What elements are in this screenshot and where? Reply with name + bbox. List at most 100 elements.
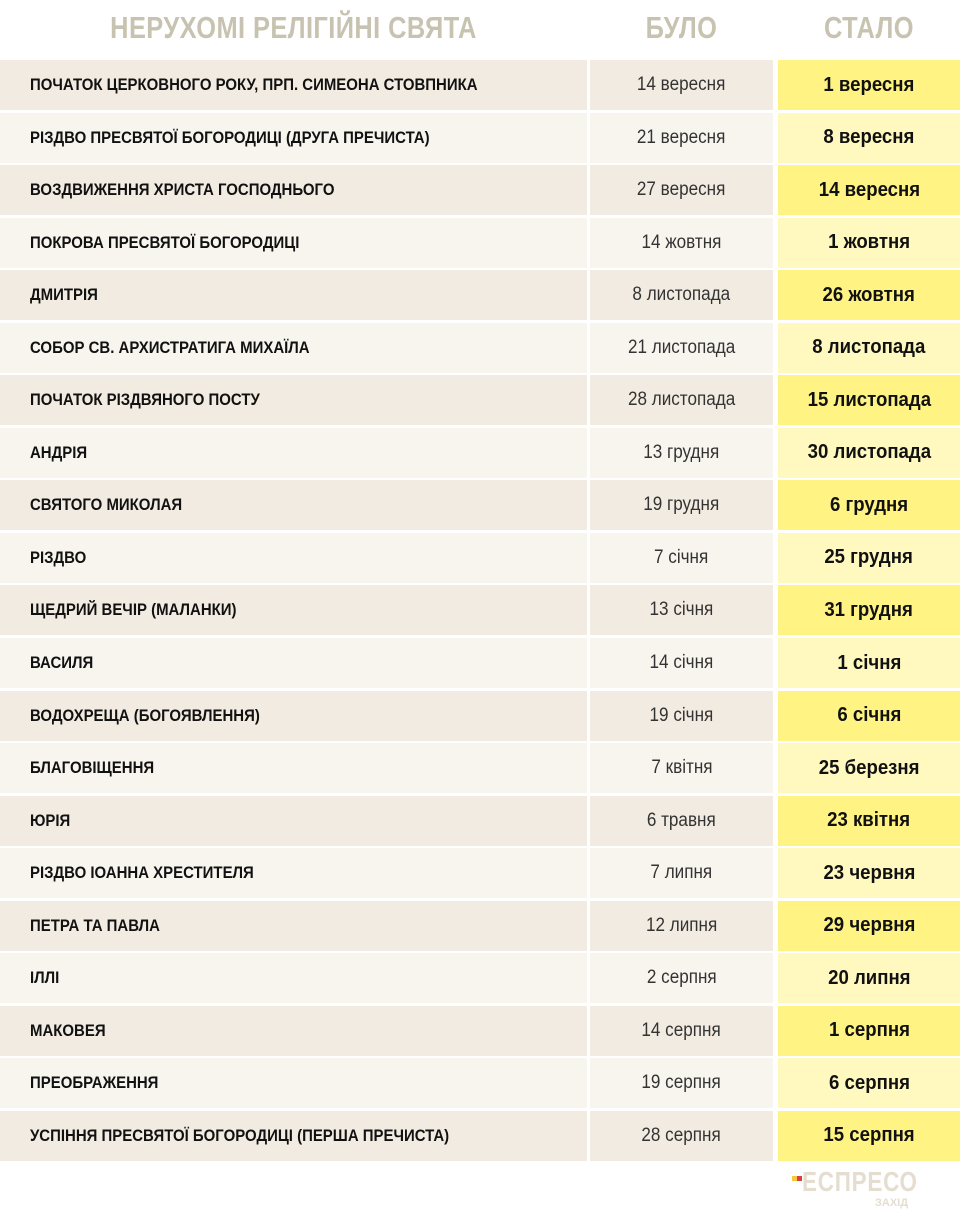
holiday-name-cell-text: АНДРІЯ [30, 442, 88, 462]
table-row: СОБОР СВ. АРХИСТРАТИГА МИХАЇЛА 21 листопа… [0, 322, 960, 373]
table-row: ЩЕДРИЙ ВЕЧІР (МАЛАНКИ) 13 січня 31 грудня [0, 585, 960, 636]
new-date-cell-text: 15 серпня [823, 1124, 915, 1147]
new-date-cell-text: 1 січня [837, 651, 901, 674]
table-row: ПОЧАТОК РІЗДВЯНОГО ПОСТУ 28 листопада 15 л… [0, 375, 960, 426]
new-date-cell: 29 червня [778, 900, 960, 951]
new-date-cell: 1 січня [778, 638, 960, 689]
old-date-cell: 14 вересня [590, 60, 773, 110]
table-row: ПОЧАТОК ЦЕРКОВНОГО РОКУ, ПРП. СИМЕОНА СТ… [0, 60, 960, 110]
old-date-cell-text: 27 вересня [637, 179, 726, 201]
holiday-name-cell: СВЯТОГО МИКОЛАЯ [0, 480, 587, 531]
table-row: МАКОВЕЯ 14 серпня 1 серпня [0, 1005, 960, 1056]
holiday-name-cell-text: ПЕТРА ТА ПАВЛА [30, 915, 160, 935]
old-date-cell-text: 21 вересня [637, 126, 726, 148]
new-date-cell-text: 26 жовтня [822, 283, 916, 306]
new-date-cell-text: 6 січня [837, 704, 901, 727]
old-date-cell-text: 7 липня [650, 862, 713, 884]
new-date-cell-text: 1 серпня [828, 1019, 910, 1042]
holiday-name-cell: ДМИТРІЯ [0, 270, 587, 321]
holiday-name-cell: УСПІННЯ ПРЕСВЯТОЇ БОГОРОДИЦІ (ПЕРША ПРЕЧ… [0, 1110, 587, 1161]
holiday-name-cell-text: ІЛЛІ [30, 968, 60, 988]
holiday-name-cell: РІЗДВО [0, 532, 587, 583]
old-date-cell-text: 13 січня [649, 599, 714, 621]
old-date-cell-text: 14 жовтня [641, 231, 722, 253]
old-date-cell-text: 14 вересня [637, 74, 726, 95]
holiday-name-cell: ЮРІЯ [0, 795, 587, 846]
old-date-cell: 19 серпня [590, 1058, 773, 1109]
table-row: СВЯТОГО МИКОЛАЯ 19 грудня 6 грудня [0, 480, 960, 531]
old-date-cell: 6 травня [590, 795, 773, 846]
table-row: ВОЗДВИЖЕННЯ ХРИСТА ГОСПОДНЬОГО 27 вересня… [0, 165, 960, 216]
old-date-cell: 7 липня [590, 848, 773, 899]
espreso-logo: ЕСПРЕСО ЗАХІД [790, 1168, 940, 1210]
holiday-name-cell-text: ВОДОХРЕЩА (БОГОЯВЛЕННЯ) [30, 705, 260, 725]
new-date-cell: 6 серпня [778, 1058, 960, 1109]
old-date-cell: 19 грудня [590, 480, 773, 531]
old-date-cell: 21 вересня [590, 112, 773, 163]
header-now: СТАЛО [824, 10, 914, 45]
table-row: РІЗДВО 7 січня 25 грудня [0, 532, 960, 583]
new-date-cell-text: 6 грудня [829, 493, 909, 516]
old-date-cell: 27 вересня [590, 165, 773, 216]
new-date-cell: 14 вересня [778, 165, 960, 216]
holiday-name-cell: ІЛЛІ [0, 953, 587, 1004]
holiday-name-cell: ПОЧАТОК ЦЕРКОВНОГО РОКУ, ПРП. СИМЕОНА СТ… [0, 60, 587, 110]
table-row: БЛАГОВІЩЕННЯ 7 квітня 25 березня [0, 743, 960, 794]
old-date-cell: 28 листопада [590, 375, 773, 426]
new-date-cell: 1 вересня [778, 60, 960, 110]
new-date-cell-text: 6 серпня [828, 1071, 910, 1094]
new-date-cell: 26 жовтня [778, 270, 960, 321]
table-row: ВАСИЛЯ 14 січня 1 січня [0, 638, 960, 689]
holiday-name-cell-text: БЛАГОВІЩЕННЯ [30, 758, 155, 778]
holiday-name-cell: РІЗДВО ПРЕСВЯТОЇ БОГОРОДИЦІ (ДРУГА ПРЕЧИ… [0, 112, 587, 163]
new-date-cell: 25 березня [778, 743, 960, 794]
new-date-cell: 20 липня [778, 953, 960, 1004]
holiday-name-cell: ВОДОХРЕЩА (БОГОЯВЛЕННЯ) [0, 690, 587, 741]
table-row: ПОКРОВА ПРЕСВЯТОЇ БОГОРОДИЦІ 14 жовтня 1 ж… [0, 217, 960, 268]
new-date-cell: 6 січня [778, 690, 960, 741]
logo-sub: ЗАХІД [875, 1197, 909, 1209]
holiday-name-cell-text: СОБОР СВ. АРХИСТРАТИГА МИХАЇЛА [30, 337, 310, 357]
table-row: ВОДОХРЕЩА (БОГОЯВЛЕННЯ) 19 січня 6 січня [0, 690, 960, 741]
old-date-cell-text: 19 грудня [643, 494, 720, 516]
new-date-cell-text: 23 квітня [827, 809, 911, 832]
holiday-name-cell: СОБОР СВ. АРХИСТРАТИГА МИХАЇЛА [0, 322, 587, 373]
old-date-cell: 14 серпня [590, 1005, 773, 1056]
new-date-cell: 23 червня [778, 848, 960, 899]
holiday-name-cell: ПЕТРА ТА ПАВЛА [0, 900, 587, 951]
new-date-cell-text: 29 червня [823, 914, 915, 937]
old-date-cell-text: 7 січня [654, 546, 709, 568]
old-date-cell-text: 6 травня [647, 809, 716, 831]
old-date-cell-text: 21 листопада [627, 336, 736, 358]
holiday-name-cell: РІЗДВО ІОАННА ХРЕСТИТЕЛЯ [0, 848, 587, 899]
old-date-cell-text: 19 січня [649, 704, 714, 726]
old-date-cell: 2 серпня [590, 953, 773, 1004]
old-date-cell: 21 листопада [590, 322, 773, 373]
new-date-cell-text: 1 жовтня [828, 231, 910, 254]
holiday-name-cell: ЩЕДРИЙ ВЕЧІР (МАЛАНКИ) [0, 585, 587, 636]
old-date-cell-text: 14 серпня [641, 1019, 722, 1041]
table-row: ДМИТРІЯ 8 листопада 26 жовтня [0, 270, 960, 321]
new-date-cell-text: 25 грудня [824, 546, 914, 569]
new-date-cell: 15 листопада [778, 375, 960, 426]
holiday-name-cell-text: ЩЕДРИЙ ВЕЧІР (МАЛАНКИ) [30, 600, 237, 620]
header-was: БУЛО [645, 10, 718, 45]
new-date-cell: 23 квітня [778, 795, 960, 846]
holiday-name-cell-text: ВАСИЛЯ [30, 653, 94, 673]
new-date-cell: 30 листопада [778, 427, 960, 478]
old-date-cell-text: 12 липня [645, 914, 718, 936]
old-date-cell-text: 13 грудня [643, 441, 720, 463]
new-date-cell-text: 14 вересня [818, 178, 920, 201]
holiday-table: ПОЧАТОК ЦЕРКОВНОГО РОКУ, ПРП. СИМЕОНА СТ… [0, 60, 960, 1163]
new-date-cell-text: 25 березня [818, 756, 920, 779]
table-row: УСПІННЯ ПРЕСВЯТОЇ БОГОРОДИЦІ (ПЕРША ПРЕЧ… [0, 1110, 960, 1161]
new-date-cell-text: 15 листопада [807, 388, 931, 411]
new-date-cell-text: 1 вересня [823, 73, 915, 96]
table-header: НЕРУХОМІ РЕЛІГІЙНІ СВЯТА БУЛО СТАЛО [0, 0, 960, 60]
new-date-cell: 8 листопада [778, 322, 960, 373]
holiday-name-cell: АНДРІЯ [0, 427, 587, 478]
old-date-cell: 8 листопада [590, 270, 773, 321]
old-date-cell-text: 19 серпня [641, 1072, 722, 1094]
old-date-cell: 7 квітня [590, 743, 773, 794]
old-date-cell: 13 грудня [590, 427, 773, 478]
